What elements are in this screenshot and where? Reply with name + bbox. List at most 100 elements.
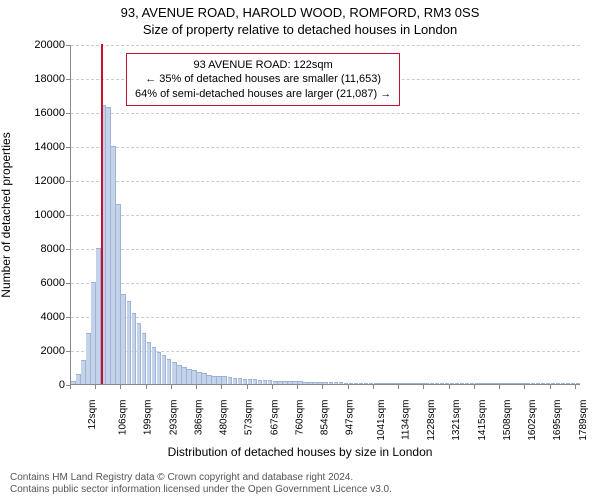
x-tick-mark [171, 385, 172, 389]
histogram-bar [435, 383, 440, 384]
x-tick-mark [272, 385, 273, 389]
footer-line1: Contains HM Land Registry data © Crown c… [10, 472, 392, 484]
histogram-bar [510, 383, 515, 384]
grid-line [71, 147, 580, 148]
x-tick-label: 1041sqm [376, 400, 387, 441]
x-tick-label: 667sqm [269, 400, 280, 436]
histogram-bar [470, 383, 475, 384]
histogram-bar [258, 380, 263, 384]
grid-line [71, 45, 580, 46]
x-tick-label: 1415sqm [477, 400, 488, 441]
histogram-bar [127, 301, 132, 384]
y-tick-label: 10000 [5, 209, 65, 221]
histogram-bar [379, 383, 384, 384]
histogram-bar [303, 382, 308, 384]
histogram-bar [167, 359, 172, 385]
x-tick-mark [373, 385, 374, 389]
histogram-bar [197, 372, 202, 384]
histogram-bar [430, 383, 435, 384]
histogram-bar [531, 383, 536, 384]
x-tick-label: 1789sqm [578, 400, 589, 441]
y-tick-label: 12000 [5, 175, 65, 187]
histogram-bar [556, 383, 561, 384]
x-tick-label: 480sqm [219, 400, 230, 436]
histogram-bar [207, 375, 212, 384]
histogram-bar [187, 369, 192, 384]
annotation-line3: 64% of semi-detached houses are larger (… [135, 87, 391, 101]
grid-line [71, 249, 580, 250]
histogram-bar [445, 383, 450, 384]
x-tick-mark [449, 385, 450, 389]
histogram-bar [490, 383, 495, 384]
y-tick-label: 2000 [5, 345, 65, 357]
x-tick-mark [70, 385, 71, 389]
chart-title-line2: Size of property relative to detached ho… [0, 22, 600, 37]
annotation-line1: 93 AVENUE ROAD: 122sqm [135, 58, 391, 72]
histogram-bar [546, 383, 551, 384]
histogram-bar [399, 383, 404, 384]
histogram-bar [536, 383, 541, 384]
histogram-bar [238, 378, 243, 384]
x-tick-label: 1602sqm [527, 400, 538, 441]
x-tick-mark [120, 385, 121, 389]
footer-attribution: Contains HM Land Registry data © Crown c… [10, 472, 392, 496]
histogram-bar [132, 313, 137, 384]
histogram-bar [81, 360, 86, 384]
histogram-bar [71, 381, 76, 384]
histogram-bar [460, 383, 465, 384]
histogram-bar [212, 376, 217, 385]
histogram-bar [177, 365, 182, 384]
histogram-bar [389, 383, 394, 384]
histogram-bar [414, 383, 419, 384]
x-tick-mark [524, 385, 525, 389]
histogram-bar [182, 367, 187, 384]
histogram-bar [152, 347, 157, 384]
histogram-bar [288, 381, 293, 384]
y-tick-label: 18000 [5, 73, 65, 85]
histogram-bar [485, 383, 490, 384]
histogram-bar [541, 383, 546, 384]
histogram-bar [233, 378, 238, 384]
histogram-bar [318, 382, 323, 384]
histogram-bar [455, 383, 460, 384]
x-tick-label: 760sqm [295, 400, 306, 436]
grid-line [71, 113, 580, 114]
histogram-bar [217, 376, 222, 384]
histogram-bar [162, 355, 167, 384]
histogram-bar [228, 377, 233, 384]
histogram-bar [308, 382, 313, 384]
histogram-bar [222, 376, 227, 384]
histogram-bar [142, 333, 147, 384]
histogram-bar [561, 383, 566, 384]
histogram-bar [116, 204, 121, 384]
histogram-bar [364, 383, 369, 384]
x-tick-label: 199sqm [143, 400, 154, 436]
x-tick-mark [146, 385, 147, 389]
x-axis-label: Distribution of detached houses by size … [0, 445, 600, 459]
histogram-bar [374, 383, 379, 384]
histogram-bar [293, 381, 298, 384]
annotation-box: 93 AVENUE ROAD: 122sqm ← 35% of detached… [126, 53, 400, 106]
histogram-bar [465, 383, 470, 384]
histogram-bar [111, 146, 116, 384]
histogram-bar [520, 383, 525, 384]
x-tick-label: 1228sqm [426, 400, 437, 441]
histogram-bar [192, 370, 197, 384]
histogram-bar [424, 383, 429, 384]
y-tick-label: 16000 [5, 107, 65, 119]
histogram-bar [450, 383, 455, 384]
y-tick-label: 4000 [5, 311, 65, 323]
x-tick-mark [398, 385, 399, 389]
grid-line [71, 215, 580, 216]
x-tick-label: 1321sqm [452, 400, 463, 441]
x-tick-mark [499, 385, 500, 389]
histogram-bar [283, 381, 288, 384]
x-tick-label: 1508sqm [502, 400, 513, 441]
histogram-bar [349, 383, 354, 384]
reference-line [101, 44, 103, 384]
histogram-bar [475, 383, 480, 384]
x-tick-mark [550, 385, 551, 389]
histogram-bar [500, 383, 505, 384]
histogram-bar [354, 383, 359, 384]
histogram-bar [566, 383, 571, 384]
